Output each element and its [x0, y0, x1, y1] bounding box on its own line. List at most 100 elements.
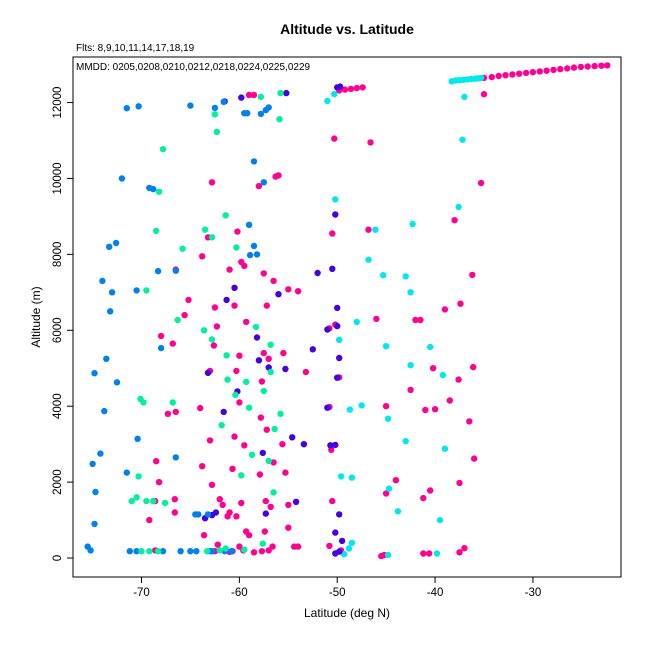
data-point	[326, 542, 333, 550]
data-point	[250, 549, 258, 556]
y-axis: 0 2000 4000 6000 8000 10000 12000	[52, 87, 74, 561]
data-point	[223, 296, 230, 304]
data-point	[265, 104, 272, 111]
data-point	[211, 304, 219, 311]
data-point	[282, 365, 289, 373]
data-point	[231, 433, 238, 440]
data-point	[564, 65, 571, 72]
data-point	[208, 179, 216, 186]
data-point	[171, 509, 178, 516]
data-point	[135, 473, 142, 480]
data-point	[550, 66, 557, 74]
data-point	[426, 550, 433, 557]
data-point	[346, 406, 354, 413]
data-point	[185, 296, 192, 304]
data-point	[336, 83, 344, 90]
data-point	[392, 477, 400, 484]
data-point	[208, 548, 216, 555]
data-point	[236, 352, 243, 359]
data-point	[457, 300, 464, 307]
data-point	[255, 357, 263, 364]
data-point	[577, 63, 585, 71]
data-point	[243, 378, 250, 386]
data-point	[155, 478, 163, 486]
data-point	[199, 463, 206, 470]
data-point	[337, 473, 345, 480]
data-point	[557, 65, 564, 73]
data-point	[488, 73, 495, 81]
data-point	[345, 545, 353, 552]
data-point	[241, 546, 248, 553]
data-point	[241, 442, 248, 449]
data-point	[234, 228, 241, 235]
data-point	[161, 499, 169, 507]
data-point	[134, 435, 141, 442]
data-point	[263, 302, 270, 309]
x-tick-label: -40	[427, 587, 444, 599]
data-point	[433, 550, 441, 557]
data-point	[203, 548, 211, 555]
data-point	[250, 242, 258, 250]
data-point	[407, 386, 414, 394]
data-point	[233, 367, 240, 375]
data-point	[224, 376, 231, 383]
data-point	[336, 336, 343, 343]
y-tick-label: 12000	[52, 87, 64, 119]
data-point	[232, 391, 239, 398]
data-point	[208, 336, 216, 343]
data-point	[123, 105, 130, 112]
data-point	[246, 251, 254, 259]
data-point	[177, 548, 184, 555]
data-point	[128, 497, 135, 505]
data-point	[200, 532, 208, 539]
data-point	[570, 64, 578, 71]
data-point	[220, 408, 227, 416]
data-point	[324, 97, 331, 105]
data-point	[536, 68, 543, 75]
data-point	[373, 315, 380, 323]
data-point	[250, 91, 258, 99]
data-point	[332, 550, 339, 557]
data-point	[197, 404, 204, 412]
data-point	[348, 539, 356, 546]
data-point	[101, 407, 108, 415]
data-point	[159, 146, 167, 153]
data-point	[219, 501, 226, 509]
data-point	[245, 91, 253, 99]
data-point	[271, 425, 278, 433]
data-point	[260, 349, 267, 357]
data-point	[431, 406, 439, 413]
data-point	[455, 376, 462, 383]
data-point	[233, 244, 240, 251]
data-point	[348, 474, 356, 481]
data-point	[208, 481, 216, 488]
data-point	[223, 352, 230, 359]
data-point	[135, 103, 142, 110]
data-point	[275, 172, 282, 179]
data-point	[291, 543, 298, 550]
data-point	[543, 67, 550, 74]
data-point	[332, 441, 339, 449]
data-point	[422, 406, 429, 414]
data-point	[509, 71, 516, 78]
data-point	[372, 226, 379, 233]
data-point	[164, 410, 172, 417]
data-point	[334, 322, 341, 330]
data-point	[446, 397, 453, 404]
data-point	[256, 471, 264, 478]
data-point	[155, 188, 163, 195]
data-point	[199, 253, 206, 260]
data-point	[169, 340, 176, 347]
data-point	[280, 349, 287, 357]
data-point	[255, 182, 263, 190]
data-point	[157, 332, 165, 340]
data-point	[455, 203, 462, 211]
data-point	[201, 226, 209, 233]
data-point	[279, 441, 286, 448]
y-axis-label: Altitude (m)	[29, 286, 43, 347]
data-point	[172, 454, 179, 461]
data-point	[187, 102, 194, 109]
data-point	[231, 302, 238, 309]
data-point	[456, 549, 463, 556]
data-point	[258, 378, 266, 385]
